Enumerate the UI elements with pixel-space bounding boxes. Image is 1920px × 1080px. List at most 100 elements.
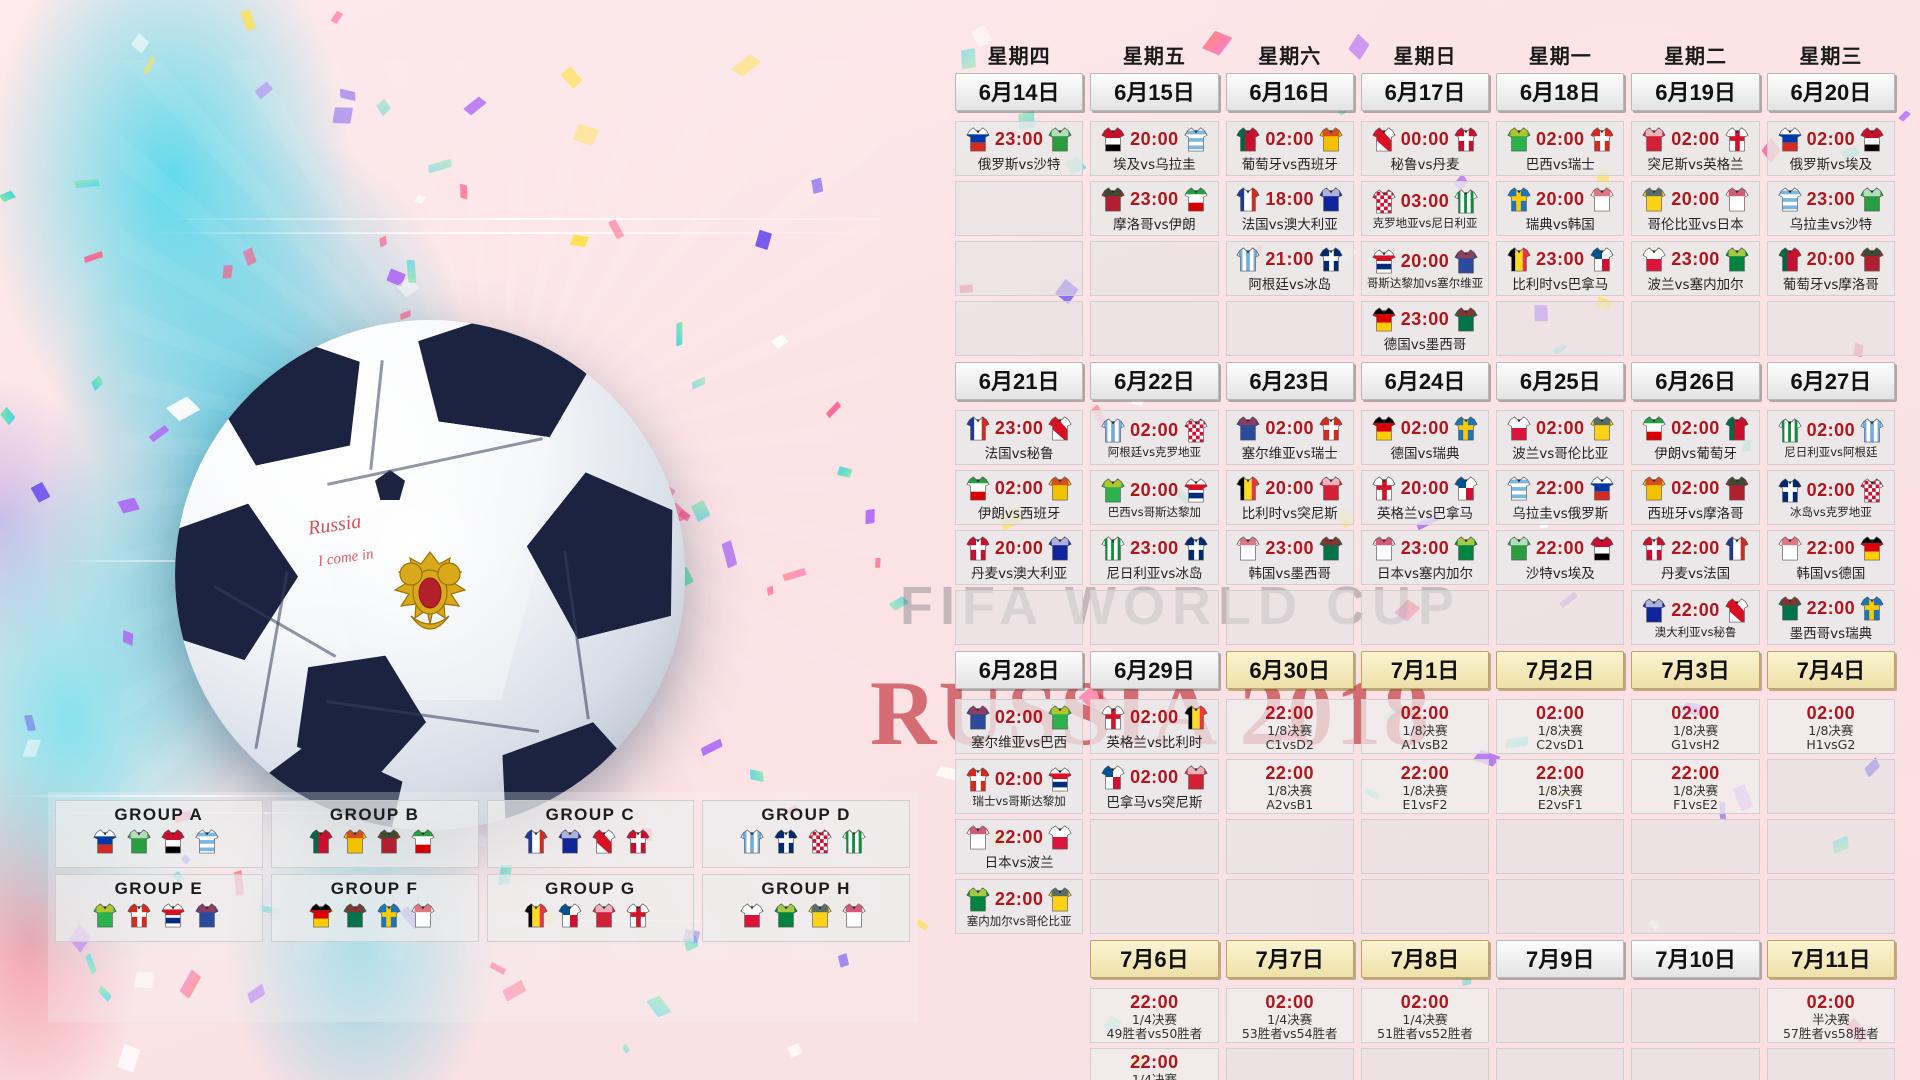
group-team-jersey-icon[interactable] [774, 902, 804, 935]
date-label[interactable]: 6月20日 [1766, 73, 1895, 111]
group-team-jersey-icon[interactable] [195, 902, 225, 935]
group-team-jersey-icon[interactable] [377, 902, 407, 935]
date-label[interactable]: 7月11日 [1766, 940, 1895, 978]
match-cell[interactable]: 20:00 哥斯达黎加vs塞尔维亚 [1360, 241, 1490, 296]
date-label[interactable]: 6月14日 [955, 73, 1084, 111]
group-box[interactable]: GROUP G [486, 874, 695, 942]
match-cell[interactable]: 23:00 日本vs塞内加尔 [1360, 530, 1490, 585]
match-cell[interactable]: 02:00 葡萄牙vs西班牙 [1225, 121, 1354, 176]
match-cell[interactable]: 18:00 法国vs澳大利亚 [1225, 181, 1354, 236]
group-box[interactable]: GROUP C [486, 800, 695, 868]
date-label[interactable]: 6月29日 [1090, 651, 1219, 689]
date-label[interactable]: 6月22日 [1090, 362, 1219, 400]
match-cell[interactable]: 20:00 瑞典vs韩国 [1496, 181, 1625, 236]
group-team-jersey-icon[interactable] [161, 902, 191, 935]
match-cell[interactable]: 23:00 俄罗斯vs沙特 [955, 121, 1084, 176]
date-label[interactable]: 7月1日 [1360, 651, 1490, 689]
group-team-jersey-icon[interactable] [808, 828, 838, 861]
group-team-jersey-icon[interactable] [309, 828, 339, 861]
knockout-match-cell[interactable]: 02:00 1/8决赛 C2vsD1 [1496, 699, 1625, 754]
group-box[interactable]: GROUP B [270, 800, 479, 868]
group-team-jersey-icon[interactable] [558, 902, 588, 935]
group-team-jersey-icon[interactable] [524, 902, 554, 935]
match-cell[interactable]: 22:00 韩国vs德国 [1766, 530, 1895, 585]
knockout-match-cell[interactable]: 02:00 1/8决赛 A1vsB2 [1360, 699, 1490, 754]
knockout-match-cell[interactable]: 02:00 半决赛 57胜者vs58胜者 [1766, 988, 1895, 1043]
group-team-jersey-icon[interactable] [842, 902, 872, 935]
group-team-jersey-icon[interactable] [774, 828, 804, 861]
date-label[interactable]: 6月18日 [1496, 73, 1625, 111]
match-cell[interactable]: 02:00 巴拿马vs突尼斯 [1090, 759, 1219, 814]
group-team-jersey-icon[interactable] [626, 828, 656, 861]
match-cell[interactable]: 21:00 阿根廷vs冰岛 [1225, 241, 1354, 296]
group-box[interactable]: GROUP F [270, 874, 479, 942]
date-label[interactable]: 7月6日 [1090, 940, 1219, 978]
group-team-jersey-icon[interactable] [309, 902, 339, 935]
knockout-match-cell[interactable]: 02:00 1/4决赛 51胜者vs52胜者 [1360, 988, 1490, 1043]
knockout-match-cell[interactable]: 02:00 1/8决赛 H1vsG2 [1766, 699, 1895, 754]
match-cell[interactable]: 02:00 巴西vs瑞士 [1496, 121, 1625, 176]
date-label[interactable]: 6月24日 [1360, 362, 1490, 400]
match-cell[interactable]: 22:00 乌拉圭vs俄罗斯 [1496, 470, 1625, 525]
group-box[interactable]: GROUP H [702, 874, 910, 942]
date-label[interactable]: 7月8日 [1360, 940, 1490, 978]
date-label[interactable]: 7月7日 [1225, 940, 1354, 978]
date-label[interactable]: 7月9日 [1496, 940, 1625, 978]
knockout-match-cell[interactable]: 22:00 1/4决赛 49胜者vs50胜者 [1090, 988, 1219, 1043]
match-cell[interactable]: 02:00 伊朗vs西班牙 [955, 470, 1084, 525]
date-label[interactable]: 6月17日 [1360, 73, 1490, 111]
group-team-jersey-icon[interactable] [524, 828, 554, 861]
match-cell[interactable]: 20:00 巴西vs哥斯达黎加 [1090, 470, 1219, 525]
group-team-jersey-icon[interactable] [343, 828, 373, 861]
match-cell[interactable]: 20:00 埃及vs乌拉圭 [1090, 121, 1219, 176]
match-cell[interactable]: 02:00 瑞士vs哥斯达黎加 [955, 759, 1084, 814]
date-label[interactable]: 6月16日 [1225, 73, 1354, 111]
match-cell[interactable]: 23:00 乌拉圭vs沙特 [1766, 181, 1895, 236]
match-cell[interactable]: 02:00 冰岛vs克罗地亚 [1766, 470, 1895, 525]
date-label[interactable]: 6月15日 [1090, 73, 1219, 111]
date-label[interactable]: 7月10日 [1631, 940, 1760, 978]
match-cell[interactable]: 02:00 德国vs瑞典 [1360, 410, 1490, 465]
group-team-jersey-icon[interactable] [740, 828, 770, 861]
date-label[interactable]: 6月25日 [1496, 362, 1625, 400]
date-label[interactable]: 6月27日 [1766, 362, 1895, 400]
knockout-match-cell[interactable]: 22:00 1/8决赛 E2vsF1 [1496, 759, 1625, 814]
match-cell[interactable]: 23:00 摩洛哥vs伊朗 [1090, 181, 1219, 236]
match-cell[interactable]: 23:00 法国vs秘鲁 [955, 410, 1084, 465]
knockout-match-cell[interactable]: 22:00 1/8决赛 F1vsE2 [1631, 759, 1760, 814]
date-label[interactable]: 6月21日 [955, 362, 1084, 400]
date-label[interactable]: 6月23日 [1225, 362, 1354, 400]
match-cell[interactable]: 02:00 突尼斯vs英格兰 [1631, 121, 1760, 176]
group-team-jersey-icon[interactable] [195, 828, 225, 861]
group-team-jersey-icon[interactable] [626, 902, 656, 935]
match-cell[interactable]: 02:00 英格兰vs比利时 [1090, 699, 1219, 754]
match-cell[interactable]: 22:00 日本vs波兰 [955, 819, 1084, 874]
knockout-match-cell[interactable]: 02:00 1/4决赛 53胜者vs54胜者 [1225, 988, 1354, 1043]
match-cell[interactable]: 22:00 丹麦vs法国 [1631, 530, 1760, 585]
match-cell[interactable]: 02:00 西班牙vs摩洛哥 [1631, 470, 1760, 525]
group-box[interactable]: GROUP E [55, 874, 263, 942]
match-cell[interactable]: 20:00 英格兰vs巴拿马 [1360, 470, 1490, 525]
knockout-match-cell[interactable]: 02:00 1/8决赛 G1vsH2 [1631, 699, 1760, 754]
match-cell[interactable]: 20:00 哥伦比亚vs日本 [1631, 181, 1760, 236]
match-cell[interactable]: 02:00 波兰vs哥伦比亚 [1496, 410, 1625, 465]
knockout-match-cell[interactable]: 22:00 1/8决赛 A2vsB1 [1225, 759, 1354, 814]
match-cell[interactable]: 02:00 俄罗斯vs埃及 [1766, 121, 1895, 176]
match-cell[interactable]: 02:00 塞尔维亚vs瑞士 [1225, 410, 1354, 465]
match-cell[interactable]: 20:00 葡萄牙vs摩洛哥 [1766, 241, 1895, 296]
group-team-jersey-icon[interactable] [93, 828, 123, 861]
match-cell[interactable]: 22:00 沙特vs埃及 [1496, 530, 1625, 585]
match-cell[interactable]: 23:00 尼日利亚vs冰岛 [1090, 530, 1219, 585]
date-label[interactable]: 7月3日 [1631, 651, 1760, 689]
group-team-jersey-icon[interactable] [93, 902, 123, 935]
knockout-match-cell[interactable]: 22:00 1/8决赛 C1vsD2 [1225, 699, 1354, 754]
match-cell[interactable]: 23:00 德国vs墨西哥 [1360, 301, 1490, 356]
group-team-jersey-icon[interactable] [161, 828, 191, 861]
date-label[interactable]: 6月26日 [1631, 362, 1760, 400]
group-team-jersey-icon[interactable] [411, 902, 441, 935]
match-cell[interactable]: 00:00 秘鲁vs丹麦 [1360, 121, 1490, 176]
match-cell[interactable]: 20:00 比利时vs突尼斯 [1225, 470, 1354, 525]
group-team-jersey-icon[interactable] [842, 828, 872, 861]
match-cell[interactable]: 22:00 澳大利亚vs秘鲁 [1631, 590, 1760, 645]
group-team-jersey-icon[interactable] [592, 902, 622, 935]
